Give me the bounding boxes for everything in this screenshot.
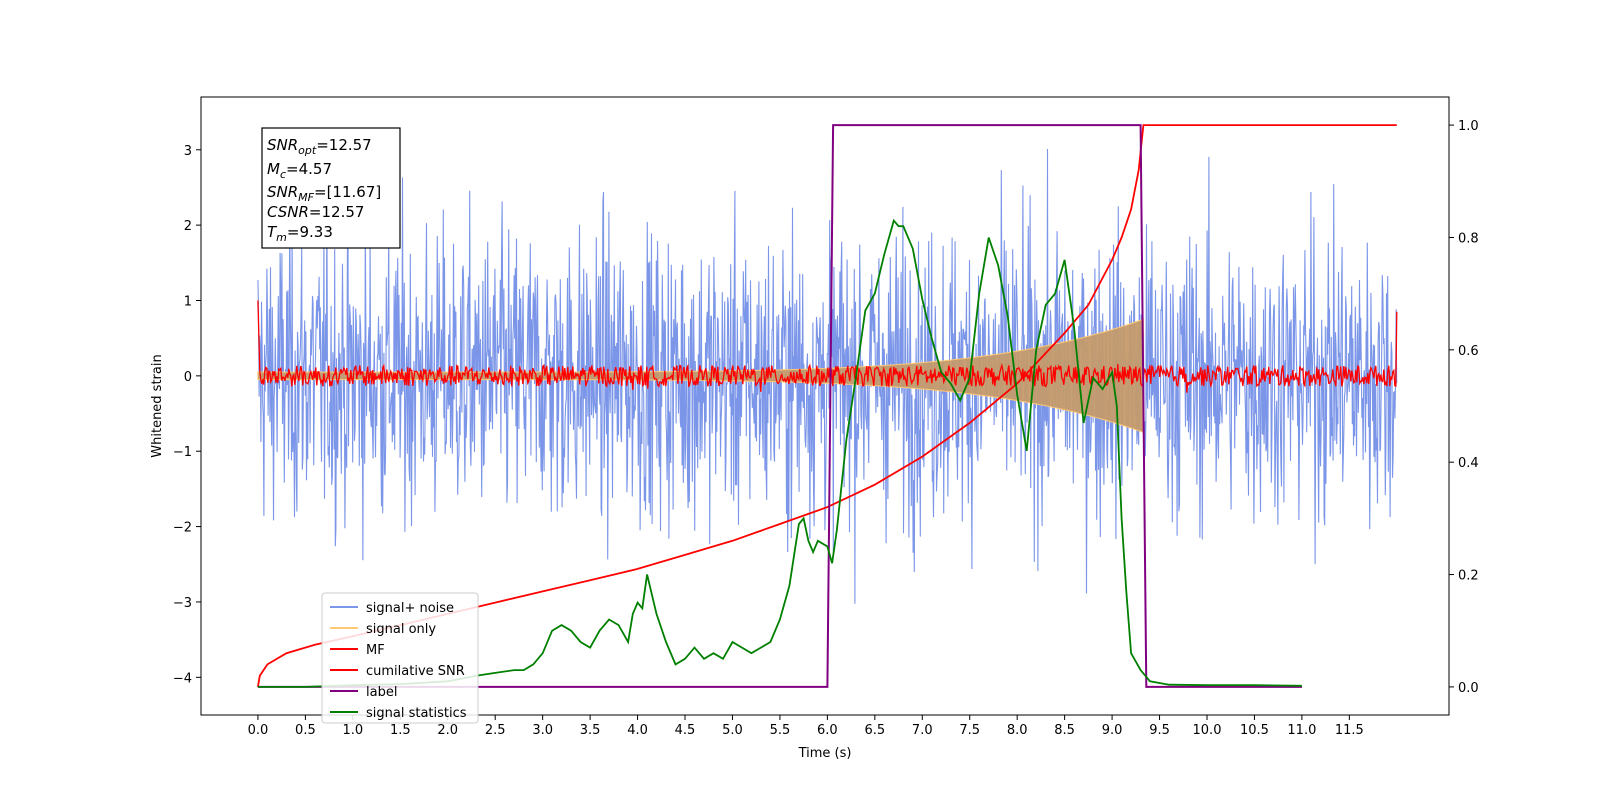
y-tick-label: −4 bbox=[173, 671, 192, 686]
x-tick-label: 11.5 bbox=[1335, 723, 1364, 738]
legend-signal-noise-text: signal+ noise bbox=[366, 601, 454, 616]
x-tick-label: 3.5 bbox=[580, 723, 601, 738]
y-tick-label: −1 bbox=[173, 445, 192, 460]
info-snr-opt: SNRopt=12.57 bbox=[267, 136, 372, 157]
y-axis-right: 1.0 0.8 0.6 0.4 0.2 0.0 bbox=[1449, 119, 1479, 696]
x-tick-label: 6.0 bbox=[817, 723, 838, 738]
x-tick-label: 4.5 bbox=[675, 723, 696, 738]
y2-tick-label: 0.0 bbox=[1458, 681, 1479, 696]
legend-label-text: label bbox=[366, 685, 397, 700]
x-axis: 0.0 0.5 1.0 1.5 2.0 2.5 3.0 3.5 4.0 4.5 5.0 5.5 6.0 6… bbox=[248, 715, 1364, 738]
x-tick-label: 9.0 bbox=[1102, 723, 1123, 738]
legend-frame bbox=[321, 592, 479, 724]
info-box-frame bbox=[261, 127, 401, 249]
label-series bbox=[257, 124, 1302, 688]
x-tick-label: 8.5 bbox=[1054, 723, 1075, 738]
x-tick-label: 11.0 bbox=[1287, 723, 1316, 738]
legend-signal-statistics-text: signal statistics bbox=[366, 706, 467, 721]
x-tick-label: 6.5 bbox=[864, 723, 885, 738]
info-snr-mf: SNRMF=[11.67] bbox=[267, 183, 381, 204]
x-tick-label: 1.0 bbox=[343, 723, 364, 738]
mf-series bbox=[257, 300, 1398, 393]
x-tick-label: 4.0 bbox=[627, 723, 648, 738]
y-tick-label: 1 bbox=[184, 294, 192, 309]
y2-tick-label: 0.4 bbox=[1458, 456, 1479, 471]
info-mc: Mc=4.57 bbox=[267, 160, 332, 181]
y2-tick-label: 0.6 bbox=[1458, 344, 1479, 359]
x-tick-label: 9.5 bbox=[1149, 723, 1170, 738]
x-tick-label: 1.5 bbox=[390, 723, 411, 738]
y-tick-label: 2 bbox=[184, 219, 192, 234]
legend-signal-only-text: signal only bbox=[366, 622, 436, 637]
x-tick-label: 7.5 bbox=[959, 723, 980, 738]
y-axis-left: 3 2 1 0 −1 −2 −3 −4 bbox=[173, 144, 201, 686]
x-tick-label: 2.0 bbox=[437, 723, 458, 738]
y-tick-label: 3 bbox=[184, 144, 192, 159]
y-tick-label: 0 bbox=[184, 370, 192, 385]
x-tick-label: 5.0 bbox=[722, 723, 743, 738]
info-csnr: CSNR=12.57 bbox=[267, 203, 364, 221]
x-tick-label: 10.0 bbox=[1193, 723, 1222, 738]
legend-cumulative-snr-text: cumilative SNR bbox=[366, 664, 465, 679]
y-tick-label: −3 bbox=[173, 596, 192, 611]
signal-noise-series bbox=[257, 148, 1398, 604]
info-box: SNRopt=12.57 Mc=4.57 SNRMF=[11.67] CSNR=… bbox=[261, 127, 401, 249]
y-axis-label: Whitened strain bbox=[150, 354, 165, 457]
x-tick-label: 5.5 bbox=[770, 723, 791, 738]
y2-tick-label: 0.2 bbox=[1458, 569, 1479, 584]
x-tick-label: 10.5 bbox=[1240, 723, 1269, 738]
x-tick-label: 0.0 bbox=[248, 723, 269, 738]
legend: signal+ noise signal only MF cumilative SNR… bbox=[321, 592, 479, 724]
y-tick-label: −2 bbox=[173, 521, 192, 536]
legend-mf-text: MF bbox=[366, 643, 385, 658]
x-tick-label: 0.5 bbox=[295, 723, 316, 738]
y2-tick-label: 1.0 bbox=[1458, 119, 1479, 134]
y2-tick-label: 0.8 bbox=[1458, 231, 1479, 246]
x-axis-label: Time (s) bbox=[798, 746, 852, 761]
x-tick-label: 7.0 bbox=[912, 723, 933, 738]
signal-statistics-series bbox=[257, 218, 1302, 688]
plot-frame bbox=[200, 96, 1450, 716]
info-tm: Tm=9.33 bbox=[267, 223, 333, 244]
x-tick-label: 3.0 bbox=[532, 723, 553, 738]
x-tick-label: 8.0 bbox=[1007, 723, 1028, 738]
x-tick-label: 2.5 bbox=[485, 723, 506, 738]
